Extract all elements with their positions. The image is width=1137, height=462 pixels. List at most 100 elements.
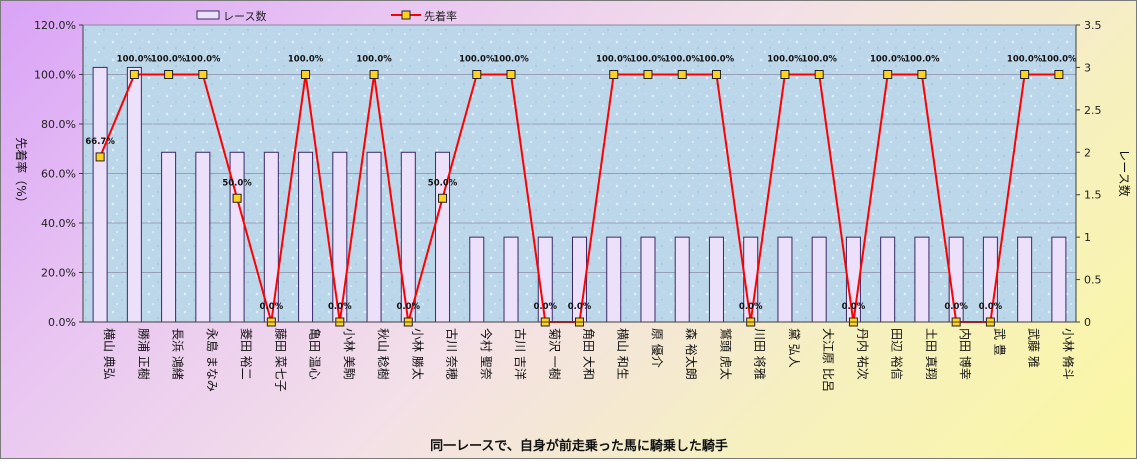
line-point: [472, 70, 482, 79]
data-label: 100.0%: [665, 55, 701, 65]
line-point: [609, 70, 619, 79]
x-category-label: 横山 和生: [616, 328, 630, 380]
bar: [332, 151, 348, 323]
bar: [298, 151, 314, 323]
data-label: 0.0%: [568, 302, 592, 312]
x-category-label: 菊沢 一樹: [547, 328, 561, 380]
y-left-tick-label: 120.0%: [34, 19, 76, 32]
line-point: [917, 70, 927, 79]
data-label: 100.0%: [596, 55, 632, 65]
line-point: [1020, 70, 1030, 79]
gridlines: [83, 24, 1076, 273]
x-category-label: 鷲頭 虎太: [718, 328, 733, 380]
x-category-label: 小林 美駒: [342, 328, 356, 380]
data-label: 100.0%: [699, 55, 735, 65]
data-label: 100.0%: [1007, 55, 1043, 65]
y-left-tick-label: 20.0%: [41, 267, 76, 280]
x-category-label: 森 裕太朗: [684, 328, 699, 380]
bar: [195, 151, 211, 323]
y-left-tick-label: 40.0%: [41, 217, 76, 230]
data-label: 100.0%: [117, 55, 153, 65]
data-label: 100.0%: [870, 55, 906, 65]
bar: [126, 66, 142, 323]
data-label: 100.0%: [459, 55, 495, 65]
line-point: [643, 70, 653, 79]
legend-bar-swatch: [196, 10, 220, 20]
data-label: 100.0%: [630, 55, 666, 65]
bar: [503, 236, 519, 323]
legend-line-marker: [401, 10, 411, 20]
legend-line-label: 先着率: [424, 9, 457, 23]
x-category-label: 小林 勝太: [410, 328, 425, 380]
x-category-label: 古川 奈穂: [445, 328, 460, 380]
data-label: 50.0%: [428, 178, 458, 188]
x-category-label: 土田 真翔: [924, 328, 938, 380]
legend: レース数 先着率: [196, 9, 457, 23]
x-category-label: 横山 典弘: [102, 328, 116, 380]
line-point: [164, 70, 174, 79]
line-point: [780, 70, 790, 79]
line-point: [1054, 70, 1064, 79]
data-label: 0.0%: [533, 302, 557, 312]
y-right-tick-label: 2.5: [1084, 104, 1102, 117]
line-point: [883, 70, 893, 79]
bar: [880, 236, 896, 323]
bar: [161, 151, 177, 323]
bar: [708, 236, 724, 323]
y-left-tick-label: 80.0%: [41, 118, 76, 131]
x-category-label: 亀田 温心: [308, 328, 322, 380]
data-label: 0.0%: [944, 302, 968, 312]
y-right-tick-label: 3.5: [1084, 19, 1102, 32]
data-label: 0.0%: [260, 302, 284, 312]
y-axis-left-title: 先着率（%）: [14, 137, 29, 208]
axes: 0.0%20.0%40.0%60.0%80.0%100.0%120.0%00.5…: [34, 19, 1101, 392]
x-category-label: 菱田 裕二: [239, 328, 254, 380]
x-category-label: 丹内 祐次: [855, 328, 869, 380]
x-category-label: 原 優介: [650, 328, 664, 368]
bar: [674, 236, 690, 323]
x-category-label: 内田 博幸: [958, 328, 973, 380]
bar: [400, 151, 416, 323]
data-label: 100.0%: [801, 55, 837, 65]
data-label: 0.0%: [328, 302, 352, 312]
bar: [811, 236, 827, 323]
line-point: [198, 70, 208, 79]
line-point: [506, 70, 516, 79]
x-category-label: 勝浦 正樹: [136, 328, 151, 380]
x-category-label: 今村 聖奈: [479, 328, 494, 380]
data-label: 100.0%: [185, 55, 221, 65]
data-label: 100.0%: [904, 55, 940, 65]
y-axis-right-title: レース数: [1117, 149, 1132, 196]
bar: [92, 66, 108, 323]
data-label: 66.7%: [85, 137, 115, 147]
data-label: 0.0%: [397, 302, 421, 312]
data-labels: 66.7%100.0%100.0%100.0%50.0%0.0%100.0%0.…: [85, 55, 1077, 313]
line-point: [438, 193, 448, 203]
data-label: 100.0%: [288, 55, 324, 65]
x-category-label: 角田 大和: [582, 328, 596, 380]
line-point: [301, 70, 311, 79]
y-left-tick-label: 0.0%: [48, 316, 76, 329]
x-category-label: 黛 弘人: [787, 328, 801, 368]
x-category-label: 武 豊: [992, 328, 1006, 356]
data-label: 100.0%: [767, 55, 803, 65]
bar: [263, 151, 279, 323]
line-point: [369, 70, 379, 79]
bar: [469, 236, 485, 323]
data-label: 0.0%: [842, 302, 866, 312]
x-category-label: 秋山 稔樹: [376, 328, 390, 380]
line-point: [129, 70, 139, 79]
bar: [366, 151, 382, 323]
y-right-tick-label: 0: [1084, 316, 1091, 329]
x-category-label: 永島 まなみ: [205, 328, 220, 392]
x-category-label: 川田 将雅: [753, 328, 768, 380]
data-label: 0.0%: [739, 302, 763, 312]
y-right-tick-label: 1.5: [1084, 189, 1102, 202]
data-label: 100.0%: [356, 55, 392, 65]
x-category-label: 藤田 菜七子: [273, 328, 287, 392]
x-axis-title: 同一レースで、自身が前走乗った馬に騎乗した騎手: [430, 438, 728, 454]
y-right-tick-label: 0.5: [1084, 274, 1102, 287]
x-category-label: 小林 脩斗: [1061, 328, 1075, 380]
bar: [640, 236, 656, 323]
